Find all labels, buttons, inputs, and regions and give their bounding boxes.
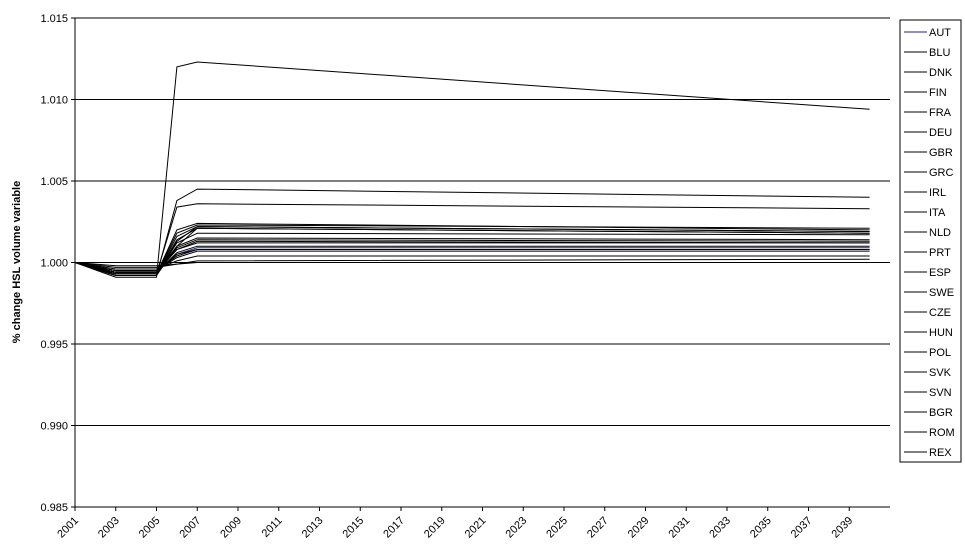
x-tick-label: 2025 bbox=[544, 515, 570, 541]
x-tick-label: 2023 bbox=[504, 515, 530, 541]
x-tick-label: 2035 bbox=[748, 515, 774, 541]
legend-label-bgr: BGR bbox=[929, 407, 953, 419]
legend-label-cze: CZE bbox=[929, 307, 951, 319]
x-tick-label: 2019 bbox=[422, 515, 448, 541]
legend-label-nld: NLD bbox=[929, 227, 951, 239]
x-tick-label: 2027 bbox=[585, 515, 611, 541]
legend-label-gbr: GBR bbox=[929, 147, 953, 159]
x-tick-label: 2021 bbox=[463, 515, 489, 541]
legend-label-ita: ITA bbox=[929, 207, 946, 219]
legend-label-aut: AUT bbox=[929, 27, 951, 39]
legend-label-dnk: DNK bbox=[929, 67, 953, 79]
x-tick-label: 2017 bbox=[381, 515, 407, 541]
y-tick-label: 1.000 bbox=[40, 258, 68, 270]
legend-label-swe: SWE bbox=[929, 287, 954, 299]
y-tick-label: 1.010 bbox=[40, 95, 68, 107]
x-tick-label: 2009 bbox=[218, 515, 244, 541]
x-tick-label: 2029 bbox=[626, 515, 652, 541]
legend-label-svk: SVK bbox=[929, 367, 952, 379]
y-tick-label: 0.985 bbox=[40, 502, 68, 514]
legend-label-deu: DEU bbox=[929, 127, 952, 139]
y-tick-label: 0.995 bbox=[40, 339, 68, 351]
x-tick-label: 2011 bbox=[260, 515, 285, 540]
x-tick-label: 2037 bbox=[789, 515, 815, 541]
legend-label-pol: POL bbox=[929, 347, 951, 359]
legend-label-esp: ESP bbox=[929, 267, 951, 279]
x-tick-label: 2001 bbox=[55, 515, 81, 541]
x-tick-label: 2003 bbox=[96, 515, 122, 541]
series-line-gbr bbox=[74, 258, 870, 268]
legend-label-rom: ROM bbox=[929, 427, 955, 439]
series-line-swe bbox=[74, 249, 870, 272]
x-tick-label: 2005 bbox=[137, 515, 163, 541]
series-line-grc bbox=[74, 61, 870, 278]
series-line-svk bbox=[74, 224, 870, 275]
legend-label-prt: PRT bbox=[929, 247, 951, 259]
legend-label-hun: HUN bbox=[929, 327, 953, 339]
legend-label-svn: SVN bbox=[929, 387, 952, 399]
legend-label-rex: REX bbox=[929, 447, 952, 459]
x-tick-label: 2031 bbox=[667, 515, 693, 541]
y-tick-labels: 0.985 0.990 0.995 1.000 1.005 1.010 1.015 bbox=[40, 13, 75, 514]
series-line-rex bbox=[74, 262, 870, 267]
series-line-rom bbox=[74, 227, 870, 276]
legend: AUT BLU DNK FIN FRA DEU GBR GRC IRL ITA NLD PRT ESP S… bbox=[899, 19, 962, 463]
x-tick-labels: 2001 2003 2005 2007 2009 2011 2013 2015 2017 2019… bbox=[55, 507, 855, 540]
legend-label-grc: GRC bbox=[929, 167, 954, 179]
legend-label-fin: FIN bbox=[929, 87, 947, 99]
legend-label-fra: FRA bbox=[929, 107, 952, 119]
x-tick-label: 2013 bbox=[300, 515, 326, 541]
y-axis-label: % change HSL volume variable bbox=[11, 181, 23, 343]
x-tick-label: 2039 bbox=[830, 515, 856, 541]
x-tick-label: 2033 bbox=[707, 515, 733, 541]
series-lines bbox=[74, 61, 870, 278]
legend-box bbox=[899, 19, 962, 463]
x-tick-label: 2015 bbox=[341, 515, 367, 541]
y-tick-label: 0.990 bbox=[40, 421, 68, 433]
y-tick-label: 1.015 bbox=[40, 13, 68, 25]
series-line-fra bbox=[74, 250, 870, 272]
x-tick-label: 2007 bbox=[178, 515, 204, 541]
legend-label-irl: IRL bbox=[929, 187, 946, 199]
y-tick-label: 1.005 bbox=[40, 176, 68, 188]
legend-label-blu: BLU bbox=[929, 47, 950, 59]
